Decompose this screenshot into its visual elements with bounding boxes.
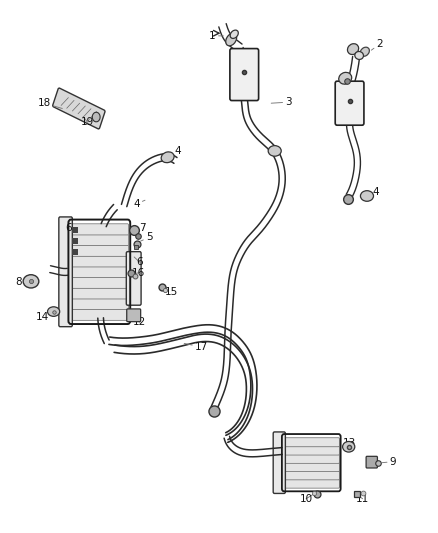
Ellipse shape xyxy=(47,307,60,317)
Text: 10: 10 xyxy=(300,494,315,504)
FancyBboxPatch shape xyxy=(70,298,128,310)
Text: 13: 13 xyxy=(343,438,356,448)
Text: 14: 14 xyxy=(36,312,53,322)
Text: 15: 15 xyxy=(162,287,178,297)
FancyBboxPatch shape xyxy=(230,49,258,101)
Ellipse shape xyxy=(161,152,174,163)
FancyBboxPatch shape xyxy=(273,432,286,494)
FancyBboxPatch shape xyxy=(366,456,378,468)
FancyBboxPatch shape xyxy=(70,224,128,235)
FancyBboxPatch shape xyxy=(283,463,339,472)
Ellipse shape xyxy=(360,191,374,201)
FancyBboxPatch shape xyxy=(70,309,128,320)
Text: 12: 12 xyxy=(133,317,146,327)
FancyBboxPatch shape xyxy=(70,266,128,278)
Ellipse shape xyxy=(92,112,100,122)
Text: 2: 2 xyxy=(371,39,383,50)
Text: 18: 18 xyxy=(37,98,62,109)
FancyBboxPatch shape xyxy=(70,288,128,299)
FancyBboxPatch shape xyxy=(53,88,105,129)
Text: 16: 16 xyxy=(132,268,145,278)
Text: 7: 7 xyxy=(134,223,146,233)
Ellipse shape xyxy=(360,47,369,56)
FancyBboxPatch shape xyxy=(283,446,339,455)
Ellipse shape xyxy=(343,441,355,452)
Text: 9: 9 xyxy=(382,457,396,466)
Text: 4: 4 xyxy=(170,146,181,156)
Text: 3: 3 xyxy=(271,97,292,107)
FancyBboxPatch shape xyxy=(70,256,128,267)
Text: 19: 19 xyxy=(81,116,94,127)
Ellipse shape xyxy=(23,274,39,288)
Text: 6: 6 xyxy=(66,223,75,233)
Ellipse shape xyxy=(230,30,238,38)
Text: 4: 4 xyxy=(367,187,379,197)
Ellipse shape xyxy=(355,52,364,60)
Ellipse shape xyxy=(347,44,359,54)
FancyBboxPatch shape xyxy=(126,252,141,305)
FancyBboxPatch shape xyxy=(283,471,339,480)
FancyBboxPatch shape xyxy=(283,454,339,463)
Ellipse shape xyxy=(339,72,352,84)
FancyBboxPatch shape xyxy=(70,235,128,246)
Ellipse shape xyxy=(226,33,237,46)
Text: 1: 1 xyxy=(209,31,223,41)
FancyBboxPatch shape xyxy=(59,217,72,327)
Text: 6: 6 xyxy=(134,257,143,267)
Text: 8: 8 xyxy=(15,277,28,287)
Text: 4: 4 xyxy=(133,199,145,209)
FancyBboxPatch shape xyxy=(283,438,339,447)
Ellipse shape xyxy=(268,146,281,156)
FancyBboxPatch shape xyxy=(70,245,128,256)
FancyBboxPatch shape xyxy=(127,309,141,321)
FancyBboxPatch shape xyxy=(335,81,364,125)
Text: 5: 5 xyxy=(141,232,153,243)
FancyBboxPatch shape xyxy=(283,479,339,488)
Text: 11: 11 xyxy=(355,494,369,504)
Text: 17: 17 xyxy=(184,342,208,352)
FancyBboxPatch shape xyxy=(70,277,128,288)
